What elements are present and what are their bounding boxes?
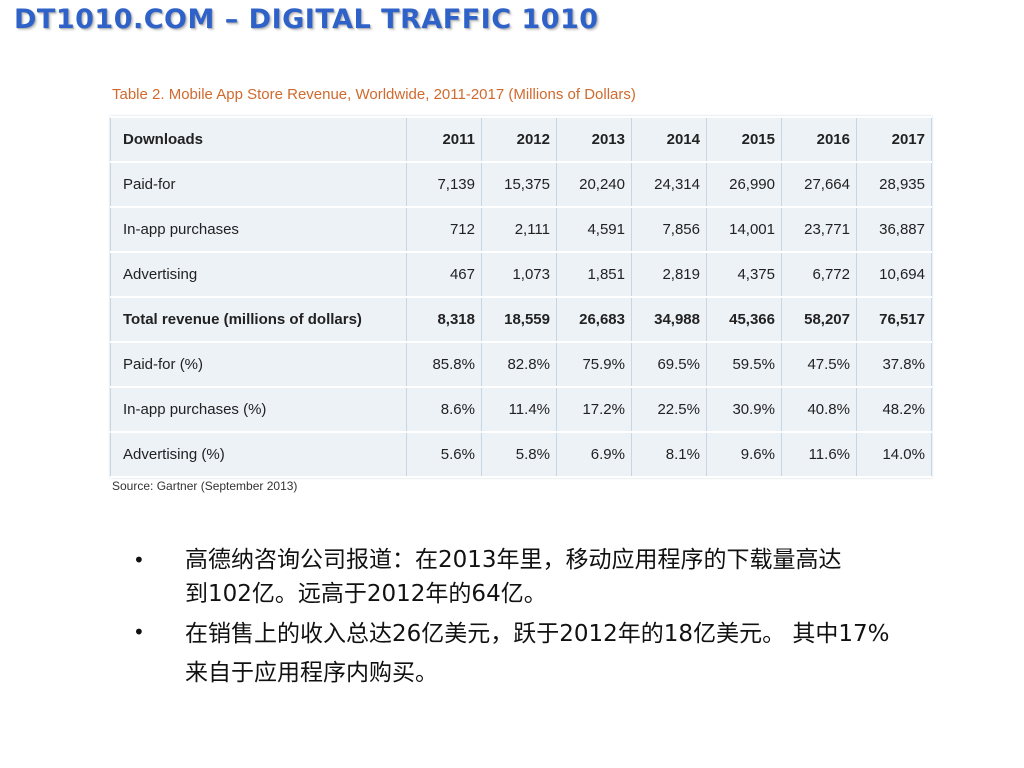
table-cell: 14.0% <box>856 431 932 478</box>
table-cell: 37.8% <box>856 341 932 388</box>
bullet-marker: • <box>133 620 145 644</box>
table-cell: 15,375 <box>481 161 557 208</box>
table-cell: 28,935 <box>856 161 932 208</box>
bullet-text: 高德纳咨询公司报道：在2013年里，移动应用程序的下载量高达到102亿。远高于2… <box>185 547 842 607</box>
table-cell: 8.1% <box>631 431 707 478</box>
column-header: 2015 <box>706 116 782 163</box>
bullet-marker: • <box>133 548 145 572</box>
table-cell: 24,314 <box>631 161 707 208</box>
table-cell: 11.6% <box>781 431 857 478</box>
table-cell: 75.9% <box>556 341 632 388</box>
table-cell: 5.6% <box>406 431 482 478</box>
table-cell: 5.8% <box>481 431 557 478</box>
table-row: In-app purchases (%) 8.6% 11.4% 17.2% 22… <box>110 386 932 433</box>
table-cell: 6.9% <box>556 431 632 478</box>
table-cell: 69.5% <box>631 341 707 388</box>
table-cell: 47.5% <box>781 341 857 388</box>
table-row-total: Total revenue (millions of dollars) 8,31… <box>110 296 932 343</box>
table-cell: 27,664 <box>781 161 857 208</box>
column-header: 2011 <box>406 116 482 163</box>
table-caption: Table 2. Mobile App Store Revenue, World… <box>112 86 636 103</box>
row-label: Paid-for <box>110 161 407 208</box>
column-header: 2014 <box>631 116 707 163</box>
row-label: Total revenue (millions of dollars) <box>110 296 407 343</box>
row-label: Paid-for (%) <box>110 341 407 388</box>
table-cell: 8,318 <box>406 296 482 343</box>
table-cell: 22.5% <box>631 386 707 433</box>
table-cell: 20,240 <box>556 161 632 208</box>
row-label: In-app purchases <box>110 206 407 253</box>
table-cell: 36,887 <box>856 206 932 253</box>
table-source: Source: Gartner (September 2013) <box>112 479 298 493</box>
column-header: 2017 <box>856 116 932 163</box>
table-cell: 48.2% <box>856 386 932 433</box>
table-cell: 8.6% <box>406 386 482 433</box>
table-cell: 30.9% <box>706 386 782 433</box>
table-cell: 2,111 <box>481 206 557 253</box>
table-cell: 6,772 <box>781 251 857 298</box>
bullet-list: • 高德纳咨询公司报道：在2013年里，移动应用程序的下载量高达到102亿。远高… <box>133 543 893 693</box>
table-row: Paid-for (%) 85.8% 82.8% 75.9% 69.5% 59.… <box>110 341 932 388</box>
bullet-item: • 高德纳咨询公司报道：在2013年里，移动应用程序的下载量高达到102亿。远高… <box>133 543 893 611</box>
table-cell: 2,819 <box>631 251 707 298</box>
revenue-table: Downloads 2011 2012 2013 2014 2015 2016 … <box>110 116 932 478</box>
table-cell: 1,851 <box>556 251 632 298</box>
table-cell: 17.2% <box>556 386 632 433</box>
row-label: Advertising (%) <box>110 431 407 478</box>
table-cell: 4,591 <box>556 206 632 253</box>
row-label: Advertising <box>110 251 407 298</box>
column-header: Downloads <box>110 116 407 163</box>
table-cell: 11.4% <box>481 386 557 433</box>
table-cell: 712 <box>406 206 482 253</box>
table-cell: 1,073 <box>481 251 557 298</box>
table-cell: 14,001 <box>706 206 782 253</box>
table-cell: 58,207 <box>781 296 857 343</box>
table-cell: 59.5% <box>706 341 782 388</box>
table-cell: 26,683 <box>556 296 632 343</box>
table-cell: 40.8% <box>781 386 857 433</box>
slide-title: DT1010.COM – DIGITAL TRAFFIC 1010 <box>14 4 599 35</box>
row-label: In-app purchases (%) <box>110 386 407 433</box>
column-header: 2013 <box>556 116 632 163</box>
column-header: 2012 <box>481 116 557 163</box>
table-cell: 45,366 <box>706 296 782 343</box>
table-cell: 76,517 <box>856 296 932 343</box>
table-cell: 34,988 <box>631 296 707 343</box>
table-cell: 26,990 <box>706 161 782 208</box>
table-cell: 18,559 <box>481 296 557 343</box>
column-header: 2016 <box>781 116 857 163</box>
table-cell: 7,139 <box>406 161 482 208</box>
table-row: Advertising 467 1,073 1,851 2,819 4,375 … <box>110 251 932 298</box>
table-cell: 23,771 <box>781 206 857 253</box>
table-cell: 10,694 <box>856 251 932 298</box>
table-row: In-app purchases 712 2,111 4,591 7,856 1… <box>110 206 932 253</box>
table-cell: 82.8% <box>481 341 557 388</box>
table-cell: 9.6% <box>706 431 782 478</box>
table-header-row: Downloads 2011 2012 2013 2014 2015 2016 … <box>110 116 932 163</box>
table-cell: 4,375 <box>706 251 782 298</box>
table-cell: 467 <box>406 251 482 298</box>
table-row: Paid-for 7,139 15,375 20,240 24,314 26,9… <box>110 161 932 208</box>
table-cell: 7,856 <box>631 206 707 253</box>
bullet-item: • 在销售上的收入总达26亿美元，跃于2012年的18亿美元。 其中17%来自于… <box>133 615 893 693</box>
bullet-text: 在销售上的收入总达26亿美元，跃于2012年的18亿美元。 其中17%来自于应用… <box>185 621 890 686</box>
table-cell: 85.8% <box>406 341 482 388</box>
table-row: Advertising (%) 5.6% 5.8% 6.9% 8.1% 9.6%… <box>110 431 932 478</box>
